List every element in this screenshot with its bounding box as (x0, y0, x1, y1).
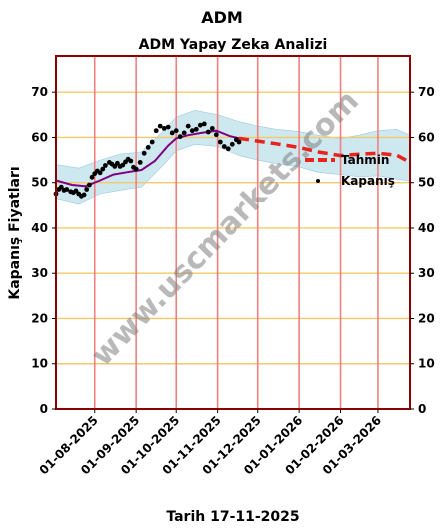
y-tick-label-right: 70 (418, 85, 435, 99)
close-point (189, 128, 195, 134)
forecast-line (238, 136, 411, 164)
close-point (169, 130, 175, 136)
close-point (141, 150, 147, 156)
close-point (137, 160, 143, 165)
ticker-title: ADM (201, 8, 243, 27)
close-point (217, 139, 223, 145)
legend: Tahmin Kapanış (305, 153, 395, 188)
close-point (84, 187, 90, 192)
y-tick-label-right: 20 (418, 311, 435, 325)
close-point (73, 188, 79, 194)
close-point (115, 160, 120, 166)
close-point (153, 128, 159, 134)
close-point (133, 166, 139, 172)
close-point (209, 125, 215, 131)
close-point (100, 166, 106, 172)
close-point (205, 129, 211, 135)
close-points-layer (53, 121, 242, 199)
close-point (225, 146, 231, 152)
close-point (229, 141, 235, 147)
close-point (120, 162, 126, 168)
close-point (197, 122, 203, 128)
close-point (213, 132, 219, 138)
close-point (236, 139, 242, 145)
x-axis-footer: Tarih 17-11-2025 (166, 509, 299, 525)
y-tick-label: 50 (31, 176, 48, 190)
y-tick-label-right: 50 (418, 176, 435, 190)
chart-title: ADM Yapay Zeka Analizi (139, 37, 328, 53)
y-tick-label-right: 0 (418, 402, 426, 416)
close-point (149, 139, 155, 145)
plot-frame (55, 55, 411, 410)
legend-forecast-label: Tahmin (341, 153, 389, 167)
close-point (177, 134, 183, 140)
legend-close-label: Kapanış (341, 174, 395, 188)
y-tick-label-right: 60 (418, 130, 435, 144)
close-point (103, 163, 108, 168)
close-point (145, 145, 151, 150)
close-point (165, 124, 171, 130)
close-point (181, 130, 187, 136)
close-point (97, 170, 103, 176)
close-point (221, 144, 227, 149)
y-tick-label-right: 40 (418, 221, 435, 235)
close-point (64, 187, 70, 192)
y-tick-label: 40 (31, 221, 48, 235)
close-point (58, 184, 64, 190)
close-point (128, 158, 134, 164)
y-tick-label: 0 (40, 402, 48, 416)
y-tick-label: 60 (31, 130, 48, 144)
y-axis-label: Kapanış Fiyatları (7, 166, 23, 299)
close-point (161, 125, 167, 131)
close-point (89, 174, 95, 180)
close-point (193, 126, 199, 132)
close-point (157, 123, 163, 129)
close-point (173, 128, 179, 134)
legend-close-swatch (316, 179, 320, 183)
close-point (87, 182, 92, 188)
close-point (201, 121, 207, 127)
y-tick-label: 70 (31, 85, 48, 99)
y-tick-label-right: 10 (418, 357, 435, 371)
forecast-layer (238, 136, 411, 164)
close-point (81, 192, 87, 198)
y-tick-label-right: 30 (418, 266, 435, 280)
y-tick-label: 10 (31, 357, 48, 371)
y-tick-label: 20 (31, 311, 48, 325)
close-point (185, 123, 191, 129)
grid-layer (56, 56, 410, 409)
y-tick-label: 30 (31, 266, 48, 280)
